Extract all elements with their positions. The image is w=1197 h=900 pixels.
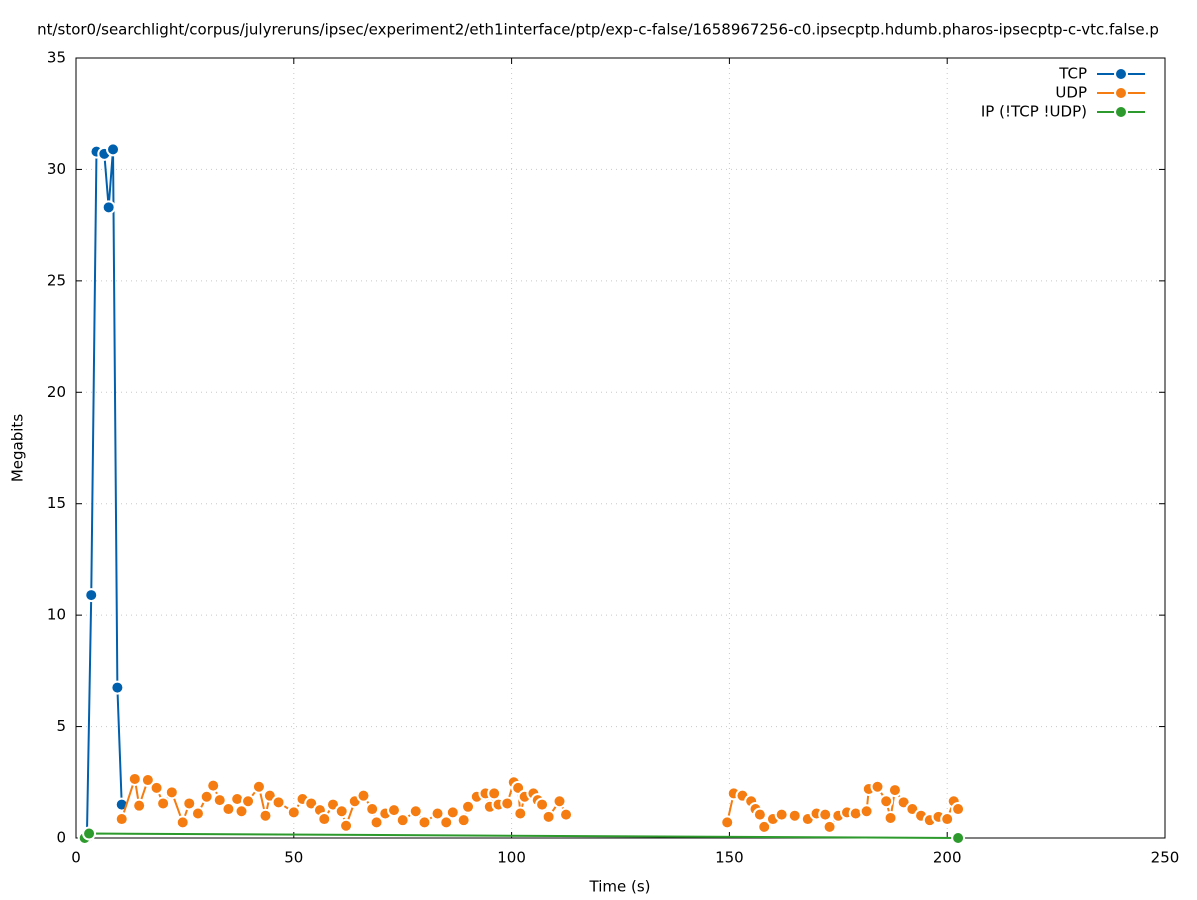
y-tick-label: 5	[56, 717, 66, 735]
data-point	[258, 808, 273, 823]
data-point	[251, 779, 266, 794]
data-point	[774, 807, 789, 822]
legend-label: IP (!TCP !UDP)	[981, 103, 1087, 121]
series-line	[85, 149, 123, 839]
x-axis-label: Time (s)	[589, 878, 651, 896]
chart-title: nt/stor0/searchlight/corpus/julyreruns/i…	[37, 21, 1159, 39]
y-tick-label: 25	[47, 271, 66, 289]
data-point	[883, 810, 898, 825]
y-tick-label: 15	[47, 494, 66, 512]
series-line	[83, 832, 959, 839]
data-point	[182, 796, 197, 811]
legend-marker	[1114, 105, 1128, 119]
data-point	[386, 803, 401, 818]
data-point	[212, 793, 227, 808]
data-point	[417, 815, 432, 830]
data-point	[408, 804, 423, 819]
data-point	[114, 812, 129, 827]
data-point	[430, 806, 445, 821]
legend-marker	[1114, 67, 1128, 81]
data-point	[286, 805, 301, 820]
data-point	[106, 142, 121, 157]
data-point	[951, 831, 966, 845]
y-tick-label: 0	[56, 829, 66, 847]
data-point	[445, 805, 460, 820]
data-point	[82, 826, 97, 841]
data-point	[752, 807, 767, 822]
legend-label: UDP	[1055, 84, 1087, 102]
data-point	[940, 812, 955, 827]
data-point	[541, 809, 556, 824]
data-point	[164, 785, 179, 800]
y-tick-label: 10	[47, 606, 66, 624]
data-point	[101, 200, 116, 215]
data-point	[234, 804, 249, 819]
data-point	[356, 788, 371, 803]
data-point	[870, 779, 885, 794]
data-point	[395, 813, 410, 828]
y-tick-label: 35	[47, 49, 66, 67]
x-tick-label: 50	[284, 849, 303, 867]
data-point	[461, 799, 476, 814]
data-point	[859, 804, 874, 819]
legend-marker	[1114, 86, 1128, 100]
x-tick-label: 250	[1151, 849, 1180, 867]
data-point	[149, 780, 164, 795]
data-point	[334, 804, 349, 819]
data-point	[241, 794, 256, 809]
data-point	[156, 796, 171, 811]
data-point	[84, 588, 99, 603]
data-point	[317, 812, 332, 827]
data-point	[110, 680, 125, 695]
data-point	[818, 807, 833, 822]
data-point	[199, 789, 214, 804]
data-point	[535, 797, 550, 812]
data-point	[887, 783, 902, 798]
x-tick-label: 0	[71, 849, 81, 867]
data-point	[879, 794, 894, 809]
data-point	[559, 807, 574, 822]
data-point	[127, 771, 142, 786]
x-tick-label: 150	[715, 849, 744, 867]
data-point	[132, 798, 147, 813]
y-tick-label: 30	[47, 160, 66, 178]
data-point	[822, 819, 837, 834]
data-point	[206, 778, 221, 793]
data-point	[369, 815, 384, 830]
data-point	[552, 794, 567, 809]
data-point	[500, 796, 515, 811]
plot-border	[75, 57, 1166, 839]
data-point	[221, 802, 236, 817]
data-point	[513, 806, 528, 821]
data-point	[175, 815, 190, 830]
data-point	[720, 815, 735, 830]
data-point	[190, 806, 205, 821]
data-point	[140, 773, 155, 788]
y-axis-label: Megabits	[9, 414, 27, 482]
data-point	[365, 802, 380, 817]
data-point	[456, 813, 471, 828]
x-tick-label: 100	[497, 849, 526, 867]
x-tick-label: 200	[933, 849, 962, 867]
data-point	[439, 815, 454, 830]
data-point	[339, 818, 354, 833]
legend-label: TCP	[1058, 65, 1087, 83]
data-point	[787, 808, 802, 823]
data-point	[951, 802, 966, 817]
y-tick-label: 20	[47, 383, 66, 401]
data-point	[271, 795, 286, 810]
data-point	[757, 819, 772, 834]
